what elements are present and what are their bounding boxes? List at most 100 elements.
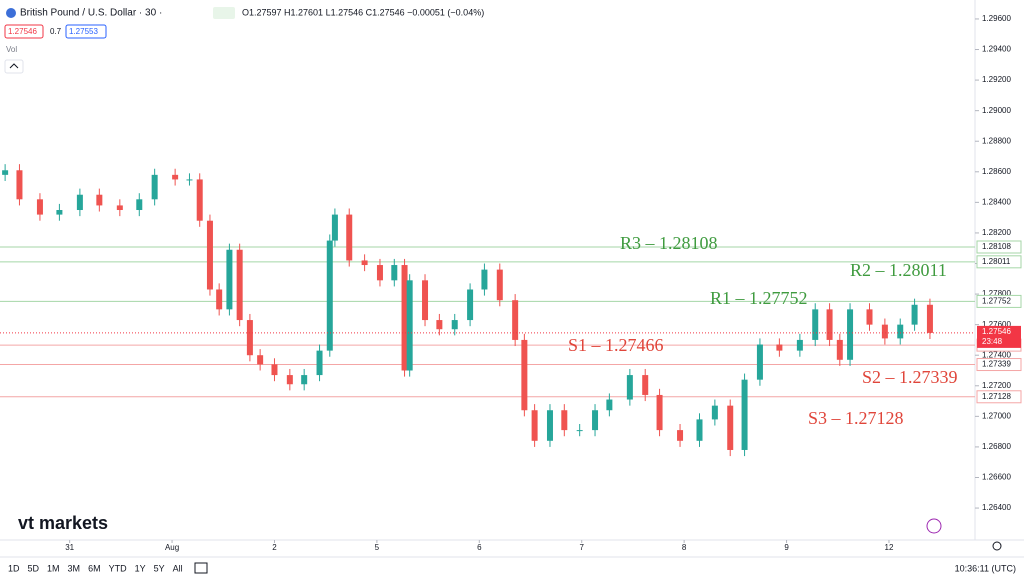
y-tick-label: 1.29200 bbox=[982, 75, 1011, 84]
x-tick-label: 7 bbox=[579, 543, 584, 552]
candle-body bbox=[592, 410, 599, 431]
alert-icon[interactable] bbox=[926, 518, 942, 534]
x-tick-label: 5 bbox=[375, 543, 380, 552]
candle-body bbox=[331, 214, 338, 241]
range-button[interactable]: 5D bbox=[28, 563, 40, 573]
range-button[interactable]: YTD bbox=[109, 563, 128, 573]
level-marker bbox=[976, 358, 1022, 372]
candle-body bbox=[847, 309, 854, 360]
y-tick-label: 1.26400 bbox=[982, 503, 1011, 512]
range-button[interactable]: 1Y bbox=[135, 563, 146, 573]
candle-body bbox=[316, 350, 323, 376]
level-marker bbox=[976, 240, 1022, 254]
candle-body bbox=[2, 170, 9, 175]
level-marker bbox=[976, 294, 1022, 308]
candle-body bbox=[56, 210, 63, 215]
range-button[interactable]: 1M bbox=[47, 563, 60, 573]
y-tick-label: 1.27000 bbox=[982, 411, 1011, 420]
last-price-box bbox=[977, 325, 1021, 348]
candle-body bbox=[677, 430, 684, 441]
candle-body bbox=[391, 265, 398, 281]
legend: British Pound / U.S. Dollar · 30 · O1.27… bbox=[4, 7, 484, 74]
candle-body bbox=[546, 410, 553, 441]
collapse-button[interactable] bbox=[4, 59, 24, 74]
range-button[interactable]: 3M bbox=[68, 563, 81, 573]
candle-body bbox=[76, 194, 83, 211]
volume-label: Vol bbox=[6, 45, 17, 54]
eye-button[interactable] bbox=[213, 7, 235, 19]
candle-body bbox=[151, 174, 158, 200]
y-tick-label: 1.29600 bbox=[982, 14, 1011, 23]
y-tick-label: 1.27400 bbox=[982, 350, 1011, 359]
range-button[interactable]: 1D bbox=[8, 563, 20, 573]
candle-body bbox=[376, 265, 383, 281]
settings-icon[interactable] bbox=[992, 541, 1002, 551]
y-tick-label: 1.28200 bbox=[982, 228, 1011, 237]
candle-body bbox=[696, 419, 703, 441]
candle-body bbox=[531, 410, 538, 441]
range-button[interactable]: All bbox=[173, 563, 183, 573]
ohlc: O1.27597 H1.27601 L1.27546 C1.27546 −0.0… bbox=[242, 7, 484, 17]
collapse-icon bbox=[9, 63, 19, 69]
bid-box[interactable] bbox=[4, 24, 44, 39]
level-marker-label: 1.27339 bbox=[982, 360, 1011, 369]
range-button[interactable]: 6M bbox=[88, 563, 101, 573]
candle-body bbox=[346, 214, 353, 261]
candle-body bbox=[196, 179, 203, 221]
candle-body bbox=[36, 199, 43, 215]
level-marker-label: 1.27752 bbox=[982, 297, 1011, 306]
level-marker-label: 1.27128 bbox=[982, 392, 1011, 401]
candle-body bbox=[756, 344, 763, 380]
candle-body bbox=[881, 324, 888, 339]
y-tick-label: 1.29000 bbox=[982, 106, 1011, 115]
y-tick-label: 1.27800 bbox=[982, 289, 1011, 298]
candle-body bbox=[741, 379, 748, 450]
x-tick-label: 12 bbox=[885, 543, 894, 552]
x-tick-label: 8 bbox=[682, 543, 687, 552]
candle-body bbox=[216, 289, 223, 310]
candle-body bbox=[866, 309, 873, 325]
candle-body bbox=[812, 309, 819, 340]
last-price-label: 1.27546 bbox=[982, 327, 1011, 336]
candle-body bbox=[451, 320, 458, 330]
y-tick-label: 1.27200 bbox=[982, 381, 1011, 390]
candle-body bbox=[656, 394, 663, 431]
candle-body bbox=[727, 405, 734, 450]
countdown: 23:48 bbox=[982, 337, 1003, 346]
candle-body bbox=[286, 375, 293, 385]
bid: 1.27546 bbox=[8, 27, 37, 36]
y-tick-label: 1.28800 bbox=[982, 136, 1011, 145]
candle-body bbox=[576, 430, 583, 432]
symbol-icon bbox=[6, 8, 16, 18]
x-tick-label: 6 bbox=[477, 543, 482, 552]
candle-body bbox=[826, 309, 833, 340]
candle-body bbox=[257, 355, 264, 365]
candle-body bbox=[422, 280, 429, 321]
candle-body bbox=[481, 269, 488, 290]
range-button[interactable]: 5Y bbox=[154, 563, 165, 573]
date-range-icon[interactable] bbox=[194, 562, 208, 574]
level-annotation: S1 – 1.27466 bbox=[568, 335, 664, 355]
candle-body bbox=[911, 304, 918, 325]
level-marker-label: 1.28011 bbox=[982, 257, 1011, 266]
x-tick-label: 9 bbox=[784, 543, 789, 552]
candle-body bbox=[836, 339, 843, 360]
candle-body bbox=[246, 320, 253, 356]
candle-body bbox=[401, 265, 408, 371]
candle-body bbox=[136, 199, 143, 211]
candle-body bbox=[897, 324, 904, 339]
candle-body bbox=[436, 320, 443, 330]
candle-body bbox=[361, 260, 368, 266]
candle-body bbox=[642, 375, 649, 395]
candle-body bbox=[96, 194, 103, 206]
y-tick-label: 1.27600 bbox=[982, 320, 1011, 329]
ask-box[interactable] bbox=[65, 24, 107, 39]
candle-body bbox=[206, 220, 213, 290]
candle-body bbox=[606, 399, 613, 411]
candle-body bbox=[926, 304, 933, 333]
spread: 0.7 bbox=[50, 27, 62, 36]
candle-body bbox=[626, 375, 633, 400]
level-annotation: R2 – 1.28011 bbox=[850, 260, 947, 280]
